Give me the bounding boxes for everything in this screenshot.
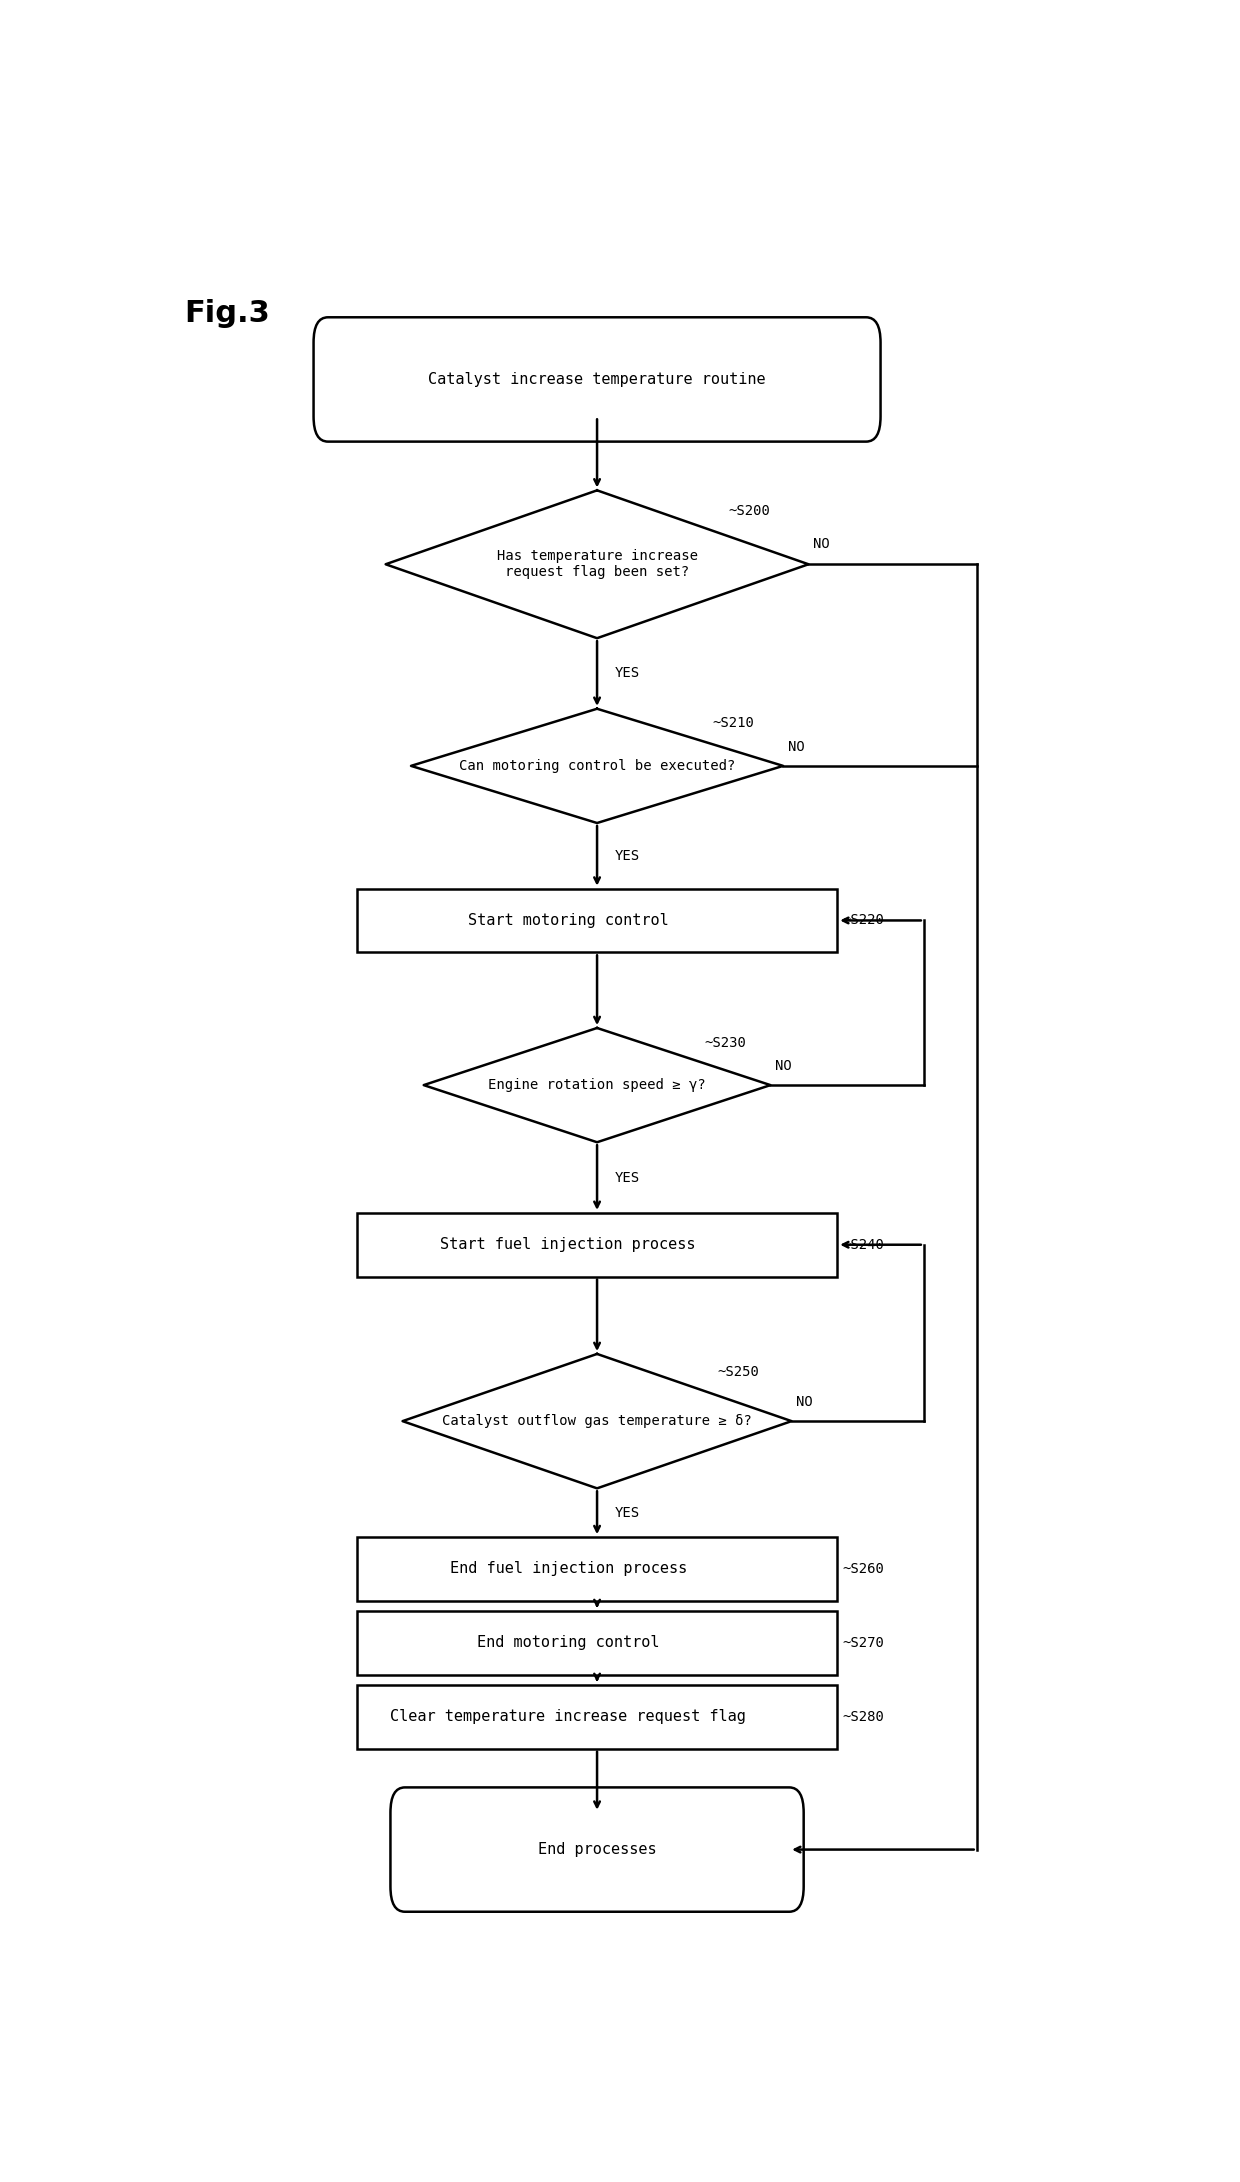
Text: NO: NO (775, 1058, 792, 1074)
Polygon shape (424, 1028, 770, 1141)
FancyBboxPatch shape (391, 1787, 804, 1911)
Text: NO: NO (796, 1394, 813, 1410)
Polygon shape (410, 709, 784, 823)
Text: Start fuel injection process: Start fuel injection process (440, 1237, 696, 1252)
Text: ~S230: ~S230 (704, 1036, 746, 1050)
Text: ~S210: ~S210 (713, 716, 754, 731)
Bar (357, 1685, 837, 1748)
Text: YES: YES (614, 1506, 640, 1519)
Bar (357, 1610, 837, 1676)
Text: Engine rotation speed ≥ γ?: Engine rotation speed ≥ γ? (489, 1078, 706, 1093)
Text: NO: NO (787, 740, 805, 755)
Bar (357, 1213, 837, 1276)
Text: ~S260: ~S260 (842, 1562, 884, 1575)
Text: ~S280: ~S280 (842, 1711, 884, 1724)
Text: Can motoring control be executed?: Can motoring control be executed? (459, 759, 735, 772)
Bar (357, 888, 837, 951)
Text: Has temperature increase
request flag been set?: Has temperature increase request flag be… (496, 550, 698, 580)
Text: YES: YES (614, 1170, 640, 1185)
Text: Catalyst increase temperature routine: Catalyst increase temperature routine (428, 371, 766, 386)
Text: Catalyst outflow gas temperature ≥ δ?: Catalyst outflow gas temperature ≥ δ? (443, 1414, 751, 1429)
Text: Fig.3: Fig.3 (184, 299, 269, 327)
Text: End processes: End processes (538, 1842, 656, 1857)
Text: YES: YES (614, 849, 640, 862)
Text: ~S250: ~S250 (718, 1366, 760, 1379)
Text: NO: NO (813, 537, 830, 550)
Text: Clear temperature increase request flag: Clear temperature increase request flag (391, 1709, 746, 1724)
Text: ~S240: ~S240 (842, 1237, 884, 1252)
Text: ~S220: ~S220 (842, 914, 884, 927)
Text: End fuel injection process: End fuel injection process (450, 1562, 687, 1575)
Bar (357, 1536, 837, 1602)
Text: End motoring control: End motoring control (477, 1636, 660, 1650)
Text: YES: YES (614, 666, 640, 681)
Polygon shape (403, 1353, 791, 1488)
FancyBboxPatch shape (314, 316, 880, 441)
Text: ~S270: ~S270 (842, 1636, 884, 1650)
Polygon shape (386, 491, 808, 637)
Text: ~S200: ~S200 (728, 504, 770, 519)
Text: Start motoring control: Start motoring control (467, 912, 668, 927)
